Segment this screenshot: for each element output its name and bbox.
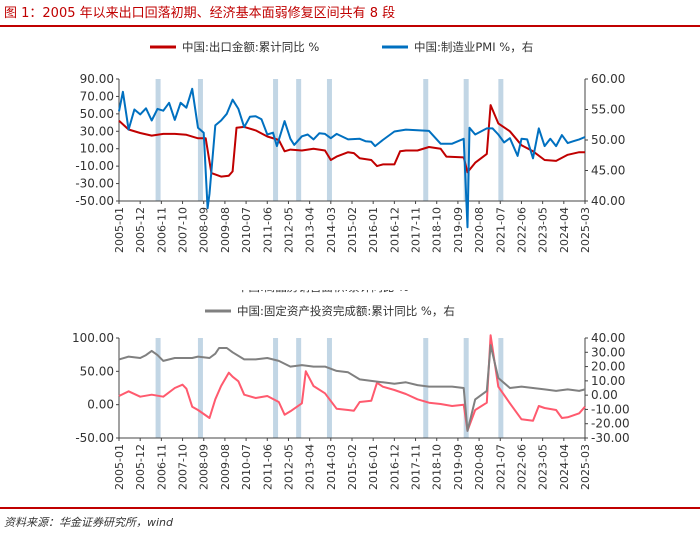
legend-label-2: 中国:固定资产投资完成额:累计同比 %，右 — [237, 304, 455, 318]
x-tick-label: 2020-08 — [473, 207, 486, 253]
right-tick-label: 40.00 — [591, 331, 625, 345]
x-tick-label: 2016-01 — [367, 207, 380, 253]
left-tick-label: 10.00 — [80, 142, 114, 156]
x-tick-label: 2014-03 — [325, 207, 338, 253]
left-tick-label: 100.00 — [72, 331, 114, 345]
right-tick-label: 40.00 — [591, 194, 625, 208]
shaded-period-7 — [463, 79, 469, 201]
x-tick-label: 2017-11 — [410, 444, 423, 490]
x-tick-label: 2015-02 — [346, 444, 359, 490]
x-tick-label: 2007-10 — [177, 444, 190, 490]
x-tick-label: 2024-04 — [558, 207, 571, 253]
shaded-period-5 — [326, 338, 332, 438]
x-tick-label: 2021-07 — [494, 207, 507, 253]
right-tick-label: 55.00 — [591, 103, 625, 117]
right-tick-label: 45.00 — [591, 164, 625, 178]
x-tick-label: 2017-11 — [410, 207, 423, 253]
x-tick-label: 2011-06 — [261, 444, 274, 490]
left-tick-label: 90.00 — [80, 72, 114, 86]
left-tick-label: 50.00 — [80, 107, 114, 121]
x-tick-label: 2013-04 — [304, 444, 317, 490]
x-tick-label: 2025-03 — [579, 207, 592, 253]
shaded-period-1 — [155, 338, 161, 438]
shaded-period-2 — [197, 338, 203, 438]
shaded-period-7 — [463, 338, 469, 438]
x-tick-label: 2016-12 — [388, 207, 401, 253]
x-tick-label: 2006-11 — [155, 444, 168, 490]
x-tick-label: 2009-08 — [219, 444, 232, 490]
shaded-period-8 — [498, 79, 504, 201]
left-tick-label: 0.00 — [87, 398, 114, 412]
x-tick-label: 2022-06 — [515, 207, 528, 253]
right-tick-label: -20.00 — [591, 417, 630, 431]
x-tick-label: 2012-05 — [282, 207, 295, 253]
left-tick-label: -30.00 — [75, 177, 114, 191]
legend-label-1: 中国:出口金额:累计同比 % — [182, 40, 319, 54]
left-tick-label: -50.00 — [75, 431, 114, 445]
right-tick-label: 20.00 — [591, 360, 625, 374]
x-tick-label: 2016-12 — [388, 444, 401, 490]
x-tick-label: 2018-10 — [431, 444, 444, 490]
x-tick-label: 2011-06 — [261, 207, 274, 253]
right-tick-label: 0.00 — [591, 388, 618, 402]
right-tick-label: 50.00 — [591, 133, 625, 147]
x-tick-label: 2014-03 — [325, 444, 338, 490]
shaded-period-6 — [423, 79, 429, 201]
x-tick-label: 2010-07 — [240, 207, 253, 253]
x-tick-label: 2025-03 — [579, 444, 592, 490]
right-tick-label: -10.00 — [591, 402, 630, 416]
left-tick-label: 30.00 — [80, 124, 114, 138]
shaded-period-8 — [498, 338, 504, 438]
right-tick-label: 30.00 — [591, 345, 625, 359]
x-tick-label: 2015-02 — [346, 207, 359, 253]
chart-housing-fai: 100.00 50.00 0.00 -50.00 40.0030.0020.0010.0… — [72, 290, 630, 490]
x-tick-label: 2013-04 — [304, 207, 317, 253]
shaded-period-6 — [423, 338, 429, 438]
series-line-1 — [118, 104, 585, 178]
series-line-2 — [118, 87, 586, 229]
x-tick-label: 2023-05 — [537, 207, 550, 253]
legend-label-2: 中国:制造业PMI %，右 — [414, 40, 533, 54]
x-tick-label: 2018-10 — [431, 207, 444, 253]
source-rule — [0, 507, 700, 509]
shaded-period-4 — [296, 338, 302, 438]
right-tick-label: 60.00 — [591, 72, 625, 86]
shaded-period-5 — [326, 79, 332, 201]
left-tick-label: 70.00 — [80, 89, 114, 103]
shaded-period-3 — [273, 338, 279, 438]
x-tick-label: 2005-01 — [113, 444, 126, 490]
x-tick-label: 2023-05 — [537, 444, 550, 490]
title-rule — [0, 25, 700, 27]
legend-label-1: 中国:商品房销售面积:累计同比 % — [237, 290, 409, 294]
x-tick-label: 2022-06 — [515, 444, 528, 490]
x-tick-label: 2006-11 — [155, 207, 168, 253]
x-tick-label: 2005-12 — [134, 444, 147, 490]
shaded-period-2 — [197, 79, 203, 201]
right-tick-label: -30.00 — [591, 431, 630, 445]
x-tick-label: 2005-12 — [134, 207, 147, 253]
x-tick-label: 2010-07 — [240, 444, 253, 490]
x-tick-label: 2007-10 — [177, 207, 190, 253]
shaded-period-1 — [155, 79, 161, 201]
left-tick-label: -50.00 — [75, 194, 114, 208]
series-line-2 — [118, 344, 586, 432]
figure-title: 图 1：2005 年以来出口回落初期、经济基本面弱修复区间共有 8 段 — [4, 6, 396, 21]
chart-export-pmi: 90.00 70.00 50.00 30.00 10.00 -10.00 -30.00 -50… — [75, 40, 625, 253]
left-tick-label: -10.00 — [75, 159, 114, 173]
x-tick-label: 2019-09 — [452, 207, 465, 253]
source-note: 资料来源：华金证券研究所，wind — [4, 516, 174, 529]
left-tick-label: 50.00 — [80, 364, 114, 378]
x-tick-label: 2019-09 — [452, 444, 465, 490]
x-tick-label: 2005-01 — [113, 207, 126, 253]
x-tick-label: 2021-07 — [494, 444, 507, 490]
x-tick-label: 2009-08 — [219, 207, 232, 253]
x-tick-label: 2008-09 — [198, 444, 211, 490]
x-tick-label: 2020-08 — [473, 444, 486, 490]
x-tick-label: 2024-04 — [558, 444, 571, 490]
series-line-1 — [118, 334, 586, 432]
x-tick-label: 2016-01 — [367, 444, 380, 490]
x-tick-label: 2012-05 — [282, 444, 295, 490]
x-tick-label: 2008-09 — [198, 207, 211, 253]
right-tick-label: 10.00 — [591, 374, 625, 388]
